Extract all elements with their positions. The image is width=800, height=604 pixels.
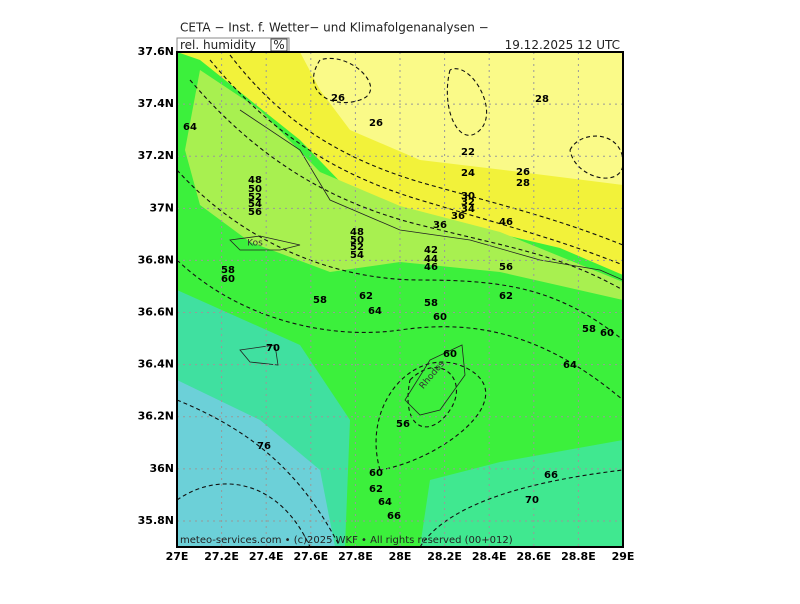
contour-label: 36 [433,220,447,231]
contour-label: 58 [221,265,235,276]
very-humid-zone [177,380,335,547]
contour-label: 50 [248,184,262,195]
isoline [419,469,623,547]
footer: meteo-services.com • (c)2025 WKF • All r… [180,535,513,546]
contour-label: 64 [563,360,577,371]
contour-label: 28 [516,178,530,189]
x-tick-label: 28.8E [561,550,596,563]
contour-label: 60 [443,349,457,360]
contour-label: 70 [266,343,280,354]
x-tick-label: 27.8E [338,550,373,563]
isoline [177,169,623,341]
contour-label: 70 [525,495,539,506]
isoline [407,367,457,428]
unit: % [273,38,284,52]
humid-zone-east [420,440,623,547]
moist-zone [185,70,623,300]
x-tick-label: 27.2E [204,550,239,563]
contour-label: 66 [544,470,558,481]
coast-rhodes [404,344,466,416]
contour-label: 34 [461,204,475,215]
contour-label: 26 [331,93,345,104]
x-tick-label: 28.4E [472,550,507,563]
y-tick-label: 36.8N [138,253,174,266]
contour-label: 24 [461,168,475,179]
contour-label: 42 [424,245,438,256]
contour-label: 26 [516,167,530,178]
contour-label: 54 [350,250,364,261]
x-tick-label: 28E [389,550,412,563]
x-tick-label: 27.4E [249,550,284,563]
contour-label: 62 [369,484,383,495]
parameter: rel. humidity [180,38,256,52]
header-title: CETA − Inst. f. Wetter− und Klimafolgena… [180,21,489,35]
contour-label: 64 [368,306,382,317]
y-tick-label: 36.2N [138,410,174,423]
contour-label: 26 [369,118,383,129]
contour-label: 46 [499,217,513,228]
isoline [189,79,623,291]
contour-label: 62 [359,291,373,302]
y-tick-label: 36.4N [138,358,174,371]
y-tick-label: 36N [149,462,174,475]
contour-label: 64 [378,497,392,508]
contour-label: 30 [461,191,475,202]
isoline [229,54,623,246]
x-tick-label: 27.6E [293,550,328,563]
isoline [313,57,372,104]
isoline [177,399,341,547]
x-tick-label: 29E [612,550,635,563]
contour-label: 44 [424,254,438,265]
contour-label: 76 [257,441,271,452]
contour-label: 52 [248,192,262,203]
contour-label: 46 [424,262,438,273]
y-tick-label: 37.4N [138,97,174,110]
contour-label: 66 [387,511,401,522]
coast-island [239,344,279,366]
y-tick-label: 36.6N [138,306,174,319]
x-tick-label: 28.2E [427,550,462,563]
contour-label: 60 [433,312,447,323]
contour-label: 58 [313,295,327,306]
contour-label: 48 [350,227,364,238]
contour-label: 48 [248,175,262,186]
contour-label: 60 [600,328,614,339]
contour-label: 60 [369,468,383,479]
isoline [446,68,487,136]
contour-label: 28 [535,94,549,105]
date: 19.12.2025 12 UTC [505,38,620,52]
isoline [209,59,623,266]
contour-label: 58 [424,298,438,309]
y-tick-label: 37.2N [138,149,174,162]
x-tick-label: 28.6E [516,550,551,563]
place-label: Kos [247,239,263,249]
contour-label: 58 [582,324,596,335]
contour-label: 54 [248,199,262,210]
contour-label: 62 [499,291,513,302]
coast-turkey [239,109,623,281]
y-tick-label: 37N [149,201,174,214]
contour-label: 56 [248,207,262,218]
contour-label: 64 [183,122,197,133]
contour-label: 50 [350,235,364,246]
field [177,52,623,547]
coast-kos [229,235,301,251]
y-tick-label: 35.8N [138,514,174,527]
contour-label: 36 [451,211,465,222]
x-tick-label: 27E [166,550,189,563]
y-tick-label: 37.6N [138,45,174,58]
map-frame [176,51,624,548]
contour-label: 32 [461,197,475,208]
very-dry-zone [300,52,623,185]
contour-label: 22 [461,147,475,158]
contour-label: 60 [221,274,235,285]
contour-label: 56 [396,419,410,430]
contour-label: 56 [499,262,513,273]
contour-label: 52 [350,242,364,253]
isoline [569,135,623,179]
